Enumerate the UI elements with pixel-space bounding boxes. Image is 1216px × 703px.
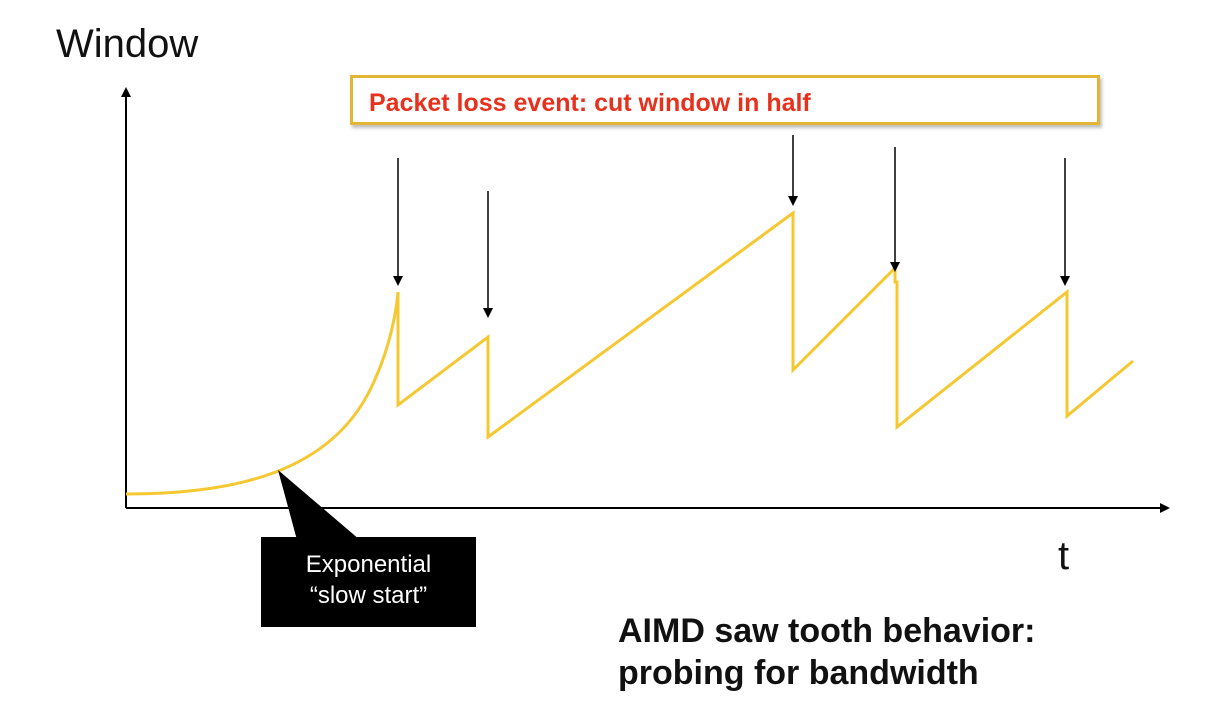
x-axis-label: t xyxy=(1058,534,1070,578)
loss-event-box: Packet loss event: cut window in half xyxy=(350,75,1100,125)
callout-pointer xyxy=(278,470,360,540)
callout-line-1: Exponential xyxy=(305,551,432,578)
slow-start-callout: Exponential “slow start” xyxy=(261,537,476,627)
window-curve xyxy=(125,210,1134,496)
caption-line-2: probing for bandwidth xyxy=(618,654,979,692)
callout-line-2: “slow start” xyxy=(309,582,428,609)
caption: AIMD saw tooth behavior: probing for ban… xyxy=(618,610,1035,694)
y-axis-label: Window xyxy=(56,22,199,66)
loss-event-label: Packet loss event: cut window in half xyxy=(369,89,811,117)
caption-line-1: AIMD saw tooth behavior: xyxy=(618,612,1036,650)
